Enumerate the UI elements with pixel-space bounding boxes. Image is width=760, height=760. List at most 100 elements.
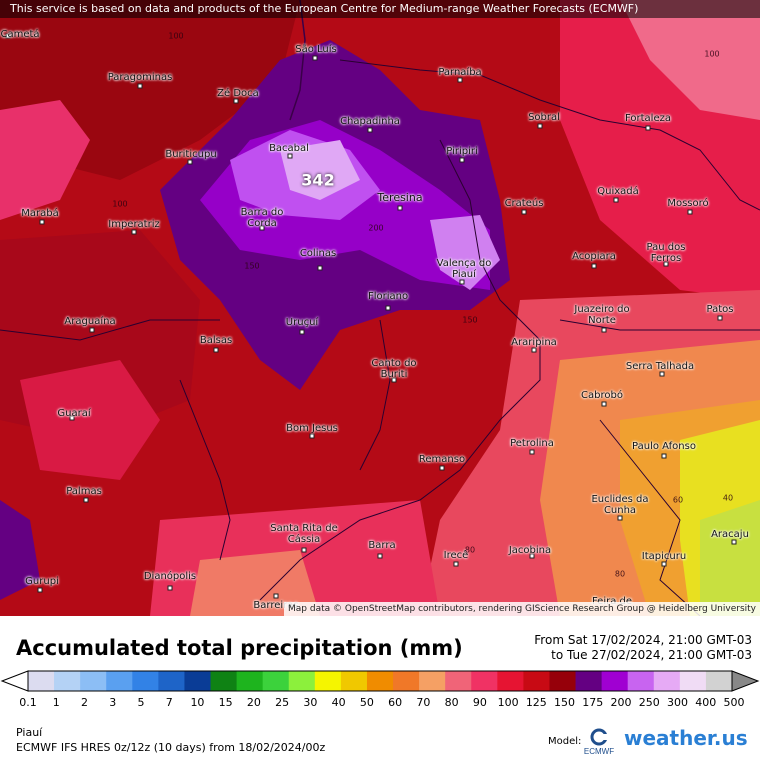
colorbar-tick-label: 25 [275, 696, 290, 709]
city-marker [312, 55, 318, 61]
colorbar-tick-label: 70 [416, 696, 431, 709]
city-label[interactable]: Floriano [367, 291, 409, 302]
city-marker [663, 261, 669, 267]
city-marker [287, 153, 293, 159]
colorbar-tick-label: 300 [667, 696, 689, 709]
city-label[interactable]: Pau dos Ferros [646, 242, 686, 264]
colorbar-border [27, 670, 733, 692]
city-label[interactable]: Barra [368, 540, 396, 551]
city-marker [659, 371, 665, 377]
colorbar-tick-label: 125 [525, 696, 547, 709]
isoline-label: 150 [244, 261, 260, 271]
isoline-label: 40 [722, 493, 734, 503]
city-label[interactable]: Araguaína [64, 316, 116, 327]
precip-field [0, 0, 760, 616]
colorbar-tick-label: 250 [638, 696, 660, 709]
isoline-label: 100 [112, 199, 128, 209]
precipitation-map[interactable]: This service is based on data and produc… [0, 0, 760, 616]
colorbar-tick-label: 10 [190, 696, 205, 709]
city-label[interactable]: Cabrobó [581, 390, 623, 401]
city-label[interactable]: Cametá [0, 29, 40, 40]
city-label[interactable]: São Luís [295, 44, 337, 55]
city-label[interactable]: Paulo Afonso [632, 441, 696, 452]
city-label[interactable]: Gurupi [25, 576, 59, 587]
city-label[interactable]: Teresina [377, 191, 423, 204]
city-label[interactable]: Acopiara [572, 251, 616, 262]
chart-title: Accumulated total precipitation (mm) [16, 636, 463, 660]
colorbar-segment [210, 671, 238, 691]
city-marker [391, 377, 397, 383]
city-label[interactable]: Jacobina [508, 545, 552, 556]
city-label[interactable]: Crateús [504, 198, 544, 209]
city-marker [131, 229, 137, 235]
city-label[interactable]: Piripiri [446, 146, 478, 157]
city-label[interactable]: Canto do Buriti [371, 358, 417, 380]
city-label[interactable]: Sobral [528, 112, 560, 123]
ecmwf-icon: ECMWF [584, 728, 614, 756]
city-marker [521, 209, 527, 215]
city-marker [89, 327, 95, 333]
colorbar-segment [679, 671, 707, 691]
city-label[interactable]: Paragominas [107, 72, 173, 83]
colorbar-segment [158, 671, 185, 691]
city-label[interactable]: Barra do Corda [240, 207, 284, 229]
colorbar-tick-label: 1 [52, 696, 60, 709]
city-label[interactable]: Guaraí [57, 408, 91, 419]
city-marker [273, 593, 279, 599]
map-attribution[interactable]: Map data © OpenStreetMap contributors, r… [284, 602, 760, 616]
city-label[interactable]: Balsas [199, 335, 233, 346]
city-label[interactable]: Uruçuí [285, 317, 319, 328]
city-label[interactable]: Marabá [21, 208, 59, 219]
ecmwf-text: ECMWF [584, 747, 614, 756]
city-label[interactable]: Santa Rita de Cássia [270, 523, 338, 545]
colorbar-tick-label: 90 [472, 696, 487, 709]
isoline-label: 60 [672, 495, 684, 505]
colorbar-tick-label: 200 [610, 696, 632, 709]
city-marker [661, 561, 667, 567]
city-label[interactable]: Fortaleza [625, 113, 671, 124]
colorbar-segment [393, 671, 420, 691]
city-label[interactable]: Imperatriz [108, 219, 160, 230]
city-marker [137, 83, 143, 89]
city-label[interactable]: Parnaíba [438, 67, 482, 78]
city-label[interactable]: Bom Jesus [286, 423, 338, 434]
city-label[interactable]: Petrolina [510, 438, 554, 449]
city-label[interactable]: Valença do Piauí [436, 258, 492, 280]
colorbar-tick-label: 400 [695, 696, 717, 709]
ecmwf-logo: ECMWF [582, 726, 616, 756]
city-label[interactable]: Serra Talhada [625, 361, 695, 372]
city-label[interactable]: Palmas [66, 486, 102, 497]
colorbar-tick-label: 20 [246, 696, 261, 709]
colorbar-segment [288, 671, 316, 691]
colorbar-segment [366, 671, 394, 691]
colorbar-tick-label: 40 [331, 696, 346, 709]
city-label[interactable]: Barreiras [253, 600, 299, 611]
city-label[interactable]: Patos [706, 304, 734, 315]
city-label[interactable]: Quixadá [597, 186, 639, 197]
city-label[interactable]: Remanso [418, 454, 466, 465]
city-label[interactable]: Aracaju [711, 529, 749, 540]
city-label[interactable]: Itapicuru [641, 551, 687, 562]
city-label[interactable]: Mossoró [667, 198, 709, 209]
colorbar-tick-label: 500 [723, 696, 745, 709]
city-label[interactable]: Zé Doca [217, 88, 259, 99]
city-label[interactable]: Colinas [299, 248, 337, 259]
colorbar-segment [471, 671, 498, 691]
model-info: ECMWF IFS HRES 0z/12z (10 days) from 18/… [16, 741, 326, 754]
city-label[interactable]: Feira de [592, 596, 632, 607]
city-label[interactable]: Bacabal [269, 143, 309, 154]
city-label[interactable]: Buriticupu [165, 149, 217, 160]
city-label[interactable]: Juazeiro do Norte [574, 304, 630, 326]
city-label[interactable]: Chapadinha [340, 116, 400, 127]
city-marker [731, 539, 737, 545]
colorbar-tick-label: 100 [497, 696, 519, 709]
city-marker [531, 347, 537, 353]
colorbar-segment [575, 671, 603, 691]
city-label[interactable]: Dianópolis [143, 571, 197, 582]
city-label[interactable]: Euclides da Cunha [591, 494, 649, 516]
city-marker [439, 465, 445, 471]
weather-us-logo[interactable]: weather.us [624, 726, 748, 750]
city-label[interactable]: Irecê [443, 550, 469, 561]
city-label[interactable]: Araripina [511, 337, 557, 348]
time-from: From Sat 17/02/2024, 21:00 GMT-03 [534, 633, 752, 647]
